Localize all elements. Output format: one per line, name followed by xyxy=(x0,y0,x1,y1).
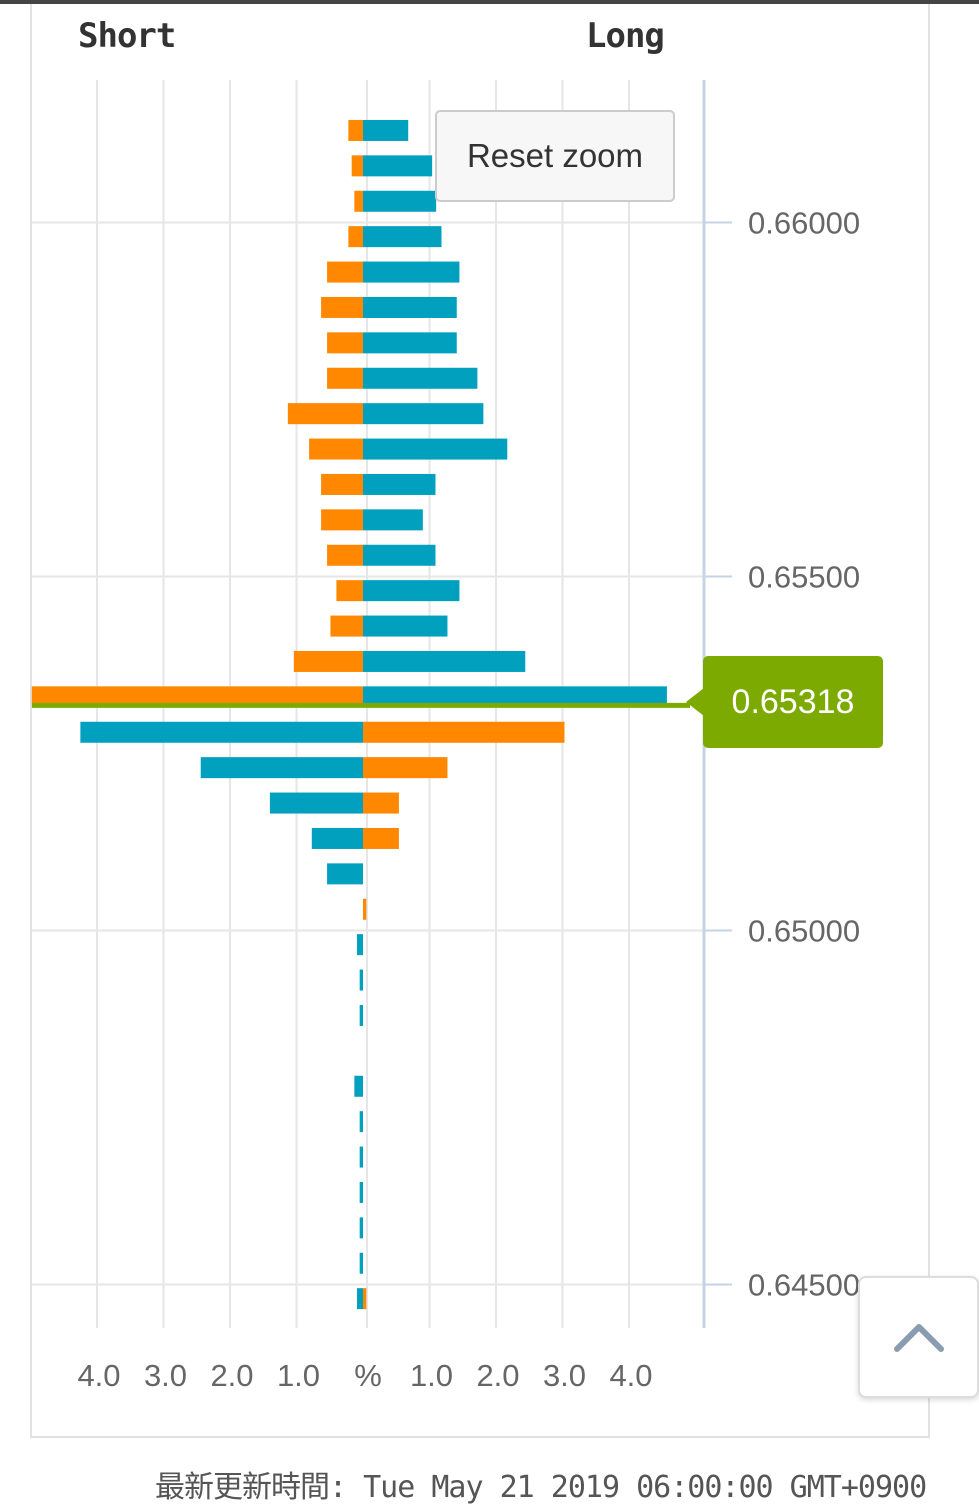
bar-right xyxy=(363,650,526,672)
x-tick-label: 3.0 xyxy=(144,1358,187,1393)
bar-right xyxy=(363,473,436,495)
bar-left xyxy=(80,721,363,743)
last-updated-label: 最新更新時間: xyxy=(155,1470,347,1505)
bar-left xyxy=(359,1217,363,1239)
x-tick-label: 2.0 xyxy=(210,1358,253,1393)
bar-right xyxy=(363,686,667,708)
current-price-tag: 0.65318 xyxy=(703,656,883,748)
long-header: Long xyxy=(586,16,665,56)
bar-left xyxy=(269,792,363,814)
bar-left xyxy=(336,580,363,602)
bar-left xyxy=(357,1288,363,1310)
scroll-to-top-button[interactable] xyxy=(858,1276,979,1398)
bar-left xyxy=(321,509,363,531)
bar-left xyxy=(31,686,364,708)
bar-right xyxy=(363,155,433,177)
bar-left xyxy=(359,1146,363,1168)
bar-left xyxy=(359,1181,363,1203)
x-tick-label: 3.0 xyxy=(543,1358,586,1393)
y-tick-label: 0.64500 xyxy=(748,1268,860,1303)
bar-left xyxy=(327,863,363,885)
chevron-up-icon xyxy=(893,1324,944,1352)
chart-frame xyxy=(30,4,930,1438)
bar-right xyxy=(363,438,508,460)
bar-right xyxy=(363,615,448,637)
last-updated: 最新更新時間: Tue May 21 2019 06:00:00 GMT+090… xyxy=(155,1462,927,1506)
bar-right xyxy=(363,332,457,354)
y-tick-label: 0.65500 xyxy=(748,560,860,595)
bar-right xyxy=(363,757,448,779)
x-tick-label: 1.0 xyxy=(277,1358,320,1393)
bar-left xyxy=(348,226,363,248)
bar-right xyxy=(363,792,399,814)
bar-right xyxy=(363,367,478,389)
bar-left xyxy=(287,403,363,425)
bar-right xyxy=(363,580,460,602)
bar-left xyxy=(348,119,363,141)
bar-left xyxy=(293,650,363,672)
bar-left xyxy=(354,190,363,212)
price-tag-arrow xyxy=(686,688,704,716)
y-tick-label: 0.65000 xyxy=(748,914,860,949)
x-tick-label: 4.0 xyxy=(609,1358,652,1393)
bar-left xyxy=(330,615,363,637)
bar-right xyxy=(363,190,437,212)
x-tick-label: 2.0 xyxy=(476,1358,519,1393)
bar-left xyxy=(321,473,363,495)
bar-left xyxy=(354,1075,363,1097)
bar-left xyxy=(351,155,363,177)
bar-right xyxy=(363,119,409,141)
bar-left xyxy=(359,1004,363,1026)
bar-right xyxy=(363,226,442,248)
x-tick-label: 1.0 xyxy=(410,1358,453,1393)
last-updated-value: Tue May 21 2019 06:00:00 GMT+0900 xyxy=(363,1470,927,1505)
bar-right xyxy=(363,261,460,283)
bar-left xyxy=(327,544,363,566)
bar-left xyxy=(359,1252,363,1274)
reset-zoom-button[interactable]: Reset zoom xyxy=(435,110,675,202)
bar-right xyxy=(363,898,367,920)
bar-right xyxy=(363,827,399,849)
short-header: Short xyxy=(78,16,176,56)
bar-right xyxy=(363,403,484,425)
bar-right xyxy=(363,544,436,566)
bar-left xyxy=(321,296,363,318)
bar-left xyxy=(357,934,363,956)
y-tick-label: 0.66000 xyxy=(748,206,860,241)
x-center-label: % xyxy=(354,1358,382,1393)
x-tick-label: 4.0 xyxy=(77,1358,120,1393)
bar-right xyxy=(363,1288,367,1310)
top-rule xyxy=(0,0,979,4)
bar-left xyxy=(359,1111,363,1133)
bar-left xyxy=(327,332,363,354)
bar-left xyxy=(200,757,363,779)
bar-left xyxy=(309,438,363,460)
bar-right xyxy=(363,721,565,743)
bar-left xyxy=(311,827,363,849)
bar-right xyxy=(363,296,457,318)
bar-right xyxy=(363,509,423,531)
bar-left xyxy=(327,261,363,283)
bar-left xyxy=(327,367,363,389)
bar-left xyxy=(359,969,363,991)
